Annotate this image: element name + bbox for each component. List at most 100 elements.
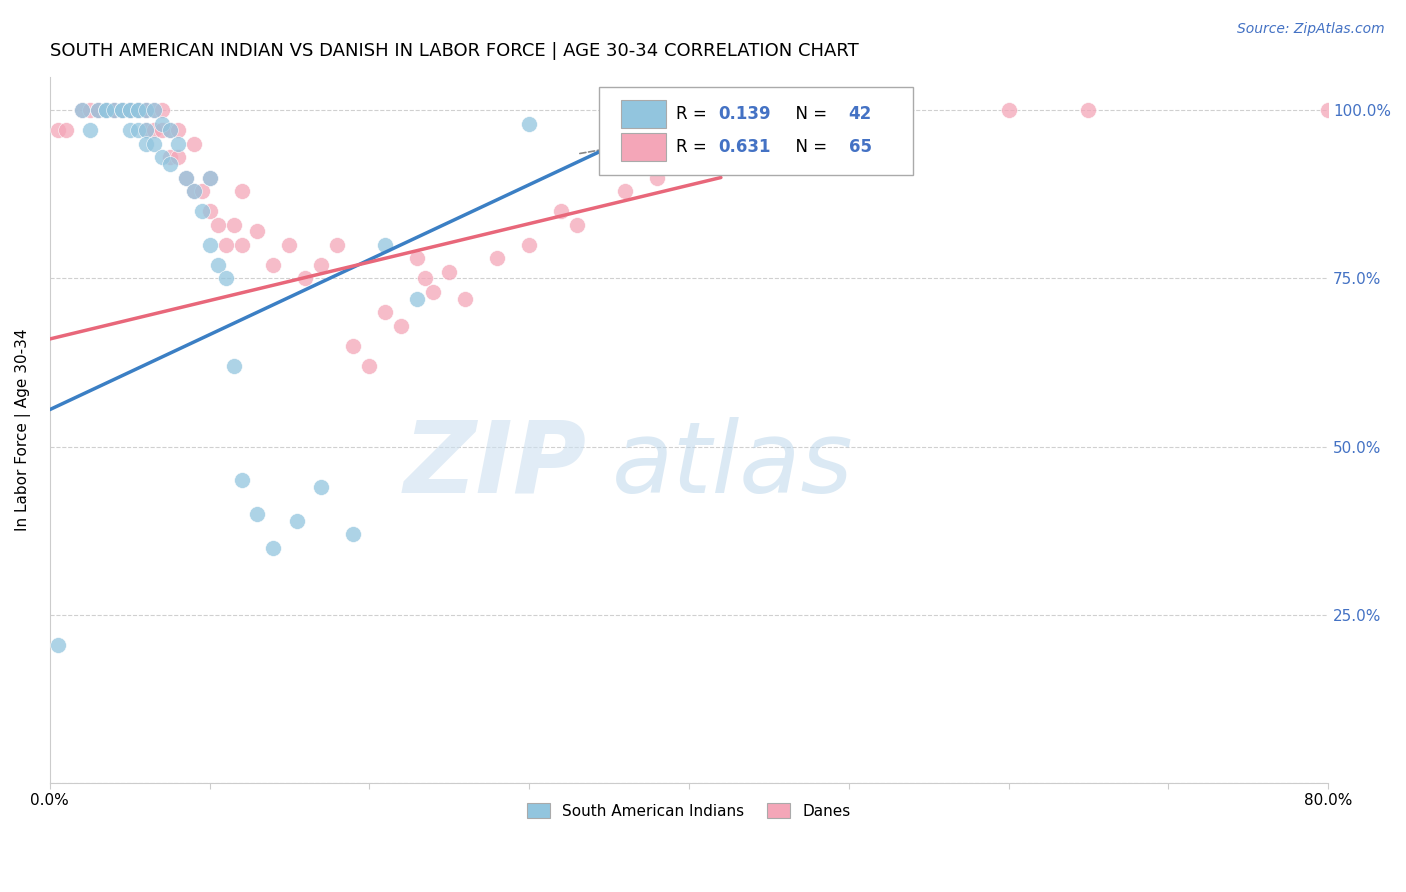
Point bbox=[454, 292, 477, 306]
Point bbox=[94, 103, 117, 118]
Point bbox=[1317, 103, 1340, 118]
Point bbox=[207, 218, 229, 232]
Point bbox=[166, 136, 188, 151]
Point bbox=[183, 184, 205, 198]
Legend: South American Indians, Danes: South American Indians, Danes bbox=[522, 797, 856, 825]
Point bbox=[135, 103, 157, 118]
Point bbox=[159, 123, 181, 137]
Point bbox=[127, 103, 149, 118]
Point bbox=[86, 103, 108, 118]
Point bbox=[413, 271, 436, 285]
Point bbox=[118, 103, 141, 118]
Point bbox=[70, 103, 93, 118]
Point bbox=[517, 117, 540, 131]
Point bbox=[214, 237, 236, 252]
Point bbox=[997, 103, 1019, 118]
Point bbox=[246, 507, 269, 521]
Point bbox=[311, 258, 333, 272]
Point bbox=[645, 170, 668, 185]
Point bbox=[150, 117, 173, 131]
Point bbox=[838, 103, 860, 118]
Point bbox=[486, 252, 509, 266]
Point bbox=[111, 103, 134, 118]
Point bbox=[86, 103, 108, 118]
Point bbox=[127, 103, 149, 118]
Point bbox=[150, 123, 173, 137]
Point bbox=[135, 123, 157, 137]
Point bbox=[389, 318, 412, 333]
Point bbox=[565, 218, 588, 232]
Point bbox=[86, 103, 108, 118]
Point bbox=[127, 103, 149, 118]
Point bbox=[214, 271, 236, 285]
Point bbox=[342, 527, 364, 541]
Text: SOUTH AMERICAN INDIAN VS DANISH IN LABOR FORCE | AGE 30-34 CORRELATION CHART: SOUTH AMERICAN INDIAN VS DANISH IN LABOR… bbox=[49, 42, 859, 60]
Point bbox=[166, 150, 188, 164]
Point bbox=[94, 103, 117, 118]
Point bbox=[55, 123, 77, 137]
Point bbox=[198, 237, 221, 252]
Point bbox=[231, 473, 253, 487]
Point bbox=[190, 204, 212, 219]
Text: N =: N = bbox=[785, 138, 832, 156]
Text: 0.631: 0.631 bbox=[718, 138, 770, 156]
Point bbox=[222, 359, 245, 373]
Point bbox=[311, 480, 333, 494]
Point bbox=[1348, 103, 1371, 118]
Point bbox=[79, 123, 101, 137]
FancyBboxPatch shape bbox=[621, 133, 666, 161]
Point bbox=[111, 103, 134, 118]
Point bbox=[326, 237, 349, 252]
Point bbox=[278, 237, 301, 252]
Text: ZIP: ZIP bbox=[404, 417, 586, 514]
Point bbox=[294, 271, 316, 285]
Point bbox=[159, 150, 181, 164]
Point bbox=[190, 184, 212, 198]
Point bbox=[183, 136, 205, 151]
Point bbox=[103, 103, 125, 118]
Point bbox=[406, 292, 429, 306]
Point bbox=[111, 103, 134, 118]
Point bbox=[150, 150, 173, 164]
Point bbox=[614, 184, 637, 198]
Point bbox=[263, 258, 285, 272]
Point bbox=[159, 157, 181, 171]
Point bbox=[342, 339, 364, 353]
Text: R =: R = bbox=[676, 105, 713, 123]
Point bbox=[287, 514, 309, 528]
Point bbox=[79, 103, 101, 118]
Point bbox=[374, 237, 396, 252]
Point bbox=[374, 305, 396, 319]
Point bbox=[246, 224, 269, 238]
Text: 42: 42 bbox=[849, 105, 872, 123]
Point bbox=[142, 123, 165, 137]
Point bbox=[159, 123, 181, 137]
Text: atlas: atlas bbox=[612, 417, 853, 514]
Y-axis label: In Labor Force | Age 30-34: In Labor Force | Age 30-34 bbox=[15, 328, 31, 531]
Point bbox=[198, 170, 221, 185]
Point bbox=[46, 638, 69, 652]
Point bbox=[198, 204, 221, 219]
Point bbox=[142, 103, 165, 118]
Point bbox=[406, 252, 429, 266]
Point bbox=[118, 103, 141, 118]
Point bbox=[94, 103, 117, 118]
Text: Source: ZipAtlas.com: Source: ZipAtlas.com bbox=[1237, 22, 1385, 37]
Point bbox=[263, 541, 285, 555]
Point bbox=[135, 103, 157, 118]
Point bbox=[222, 218, 245, 232]
Point bbox=[118, 103, 141, 118]
Point bbox=[46, 123, 69, 137]
Point bbox=[118, 123, 141, 137]
Point bbox=[135, 103, 157, 118]
Text: 65: 65 bbox=[849, 138, 872, 156]
Point bbox=[150, 103, 173, 118]
Point bbox=[70, 103, 93, 118]
Point bbox=[678, 150, 700, 164]
Point bbox=[231, 184, 253, 198]
Point bbox=[127, 103, 149, 118]
Point bbox=[118, 103, 141, 118]
Point bbox=[359, 359, 381, 373]
Point bbox=[231, 237, 253, 252]
FancyBboxPatch shape bbox=[621, 100, 666, 128]
